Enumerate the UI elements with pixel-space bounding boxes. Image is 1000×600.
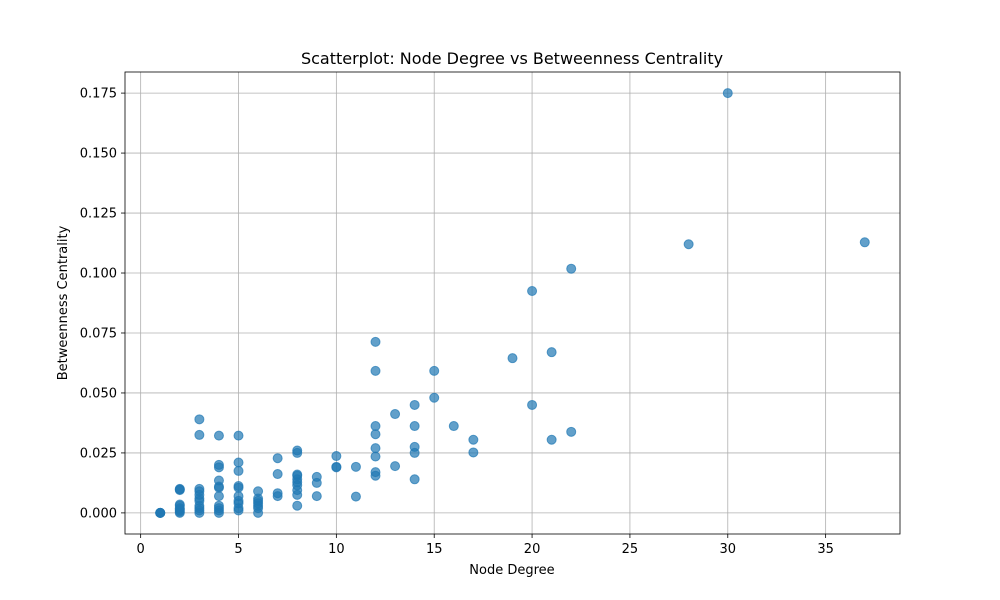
scatter-point [194,414,205,425]
scatter-point [311,491,322,502]
scatter-point [370,443,381,454]
scatter-point [213,459,224,470]
chart-title: Scatterplot: Node Degree vs Betweenness … [301,49,723,68]
scatter-point [272,453,283,464]
scatter-point [429,365,440,376]
scatter-point [409,421,420,432]
scatter-point [174,484,185,495]
scatter-point [311,471,322,482]
scatter-point [174,499,185,510]
x-tick-label: 25 [622,542,639,557]
scatter-point [213,475,224,486]
y-axis-ticks: 0.000 0.025 0.050 0.075 0.100 0.125 0.150 0.175 [80,87,125,521]
scatter-point [194,483,205,494]
scatter-point [507,353,518,364]
scatter-point [253,486,264,497]
x-tick-label: 10 [328,542,345,557]
scatter-point [155,507,166,518]
y-axis-label: Betweenness Centrality [56,225,71,380]
scatter-point [213,430,224,441]
scatter-point [233,491,244,502]
x-axis-label: Node Degree [469,563,554,578]
scatter-point [468,447,479,458]
x-tick-label: 30 [720,542,737,557]
scatter-point [272,469,283,480]
scatter-point [722,88,733,99]
scatter-point [859,237,870,248]
y-tick-label: 0.125 [80,207,117,222]
scatter-point [233,430,244,441]
scatter-point [233,457,244,468]
x-tick-label: 20 [524,542,541,557]
y-tick-label: 0.100 [80,267,117,282]
scatter-point [566,426,577,437]
scatter-point [292,500,303,511]
scatter-point [566,263,577,274]
scatter-point [546,347,557,358]
scatter-point [390,461,401,472]
x-tick-label: 5 [234,542,242,557]
scatter-point [194,429,205,440]
scatter-point [527,286,538,297]
scatter-point [370,467,381,478]
scatter-point [448,421,459,432]
y-tick-label: 0.075 [80,326,117,341]
x-tick-label: 15 [426,542,443,557]
scatter-point [233,465,244,476]
grid-lines [125,72,900,534]
scatter-point [331,461,342,472]
scatter-point [409,399,420,410]
x-tick-label: 35 [817,542,834,557]
scatter-point [683,239,694,250]
scatter-point [292,445,303,456]
scatter-point [272,488,283,499]
scatter-point [292,469,303,480]
scatter-point [409,441,420,452]
scatter-point [370,336,381,347]
scatter-point [468,434,479,445]
x-tick-label: 0 [137,542,145,557]
scatter-point [546,434,557,445]
y-tick-label: 0.175 [80,87,117,102]
scatter-point [213,500,224,511]
y-tick-label: 0.000 [80,506,117,521]
scatter-point [429,392,440,403]
scatter-point [370,421,381,432]
y-tick-label: 0.025 [80,446,117,461]
scatter-point [370,429,381,440]
scatter-point [370,365,381,376]
scatter-point [409,474,420,485]
scatter-point [390,409,401,420]
scatter-point [331,451,342,462]
scatter-point [350,491,361,502]
scatter-point [213,491,224,502]
data-points [155,88,870,518]
scatter-point [350,461,361,472]
plot-area-frame [124,71,901,535]
scatter-point [527,399,538,410]
y-tick-label: 0.150 [80,147,117,162]
scatter-point [233,481,244,492]
y-tick-label: 0.050 [80,386,117,401]
x-axis-ticks: 0 5 10 15 20 25 30 35 [137,534,834,557]
scatter-point [370,451,381,462]
